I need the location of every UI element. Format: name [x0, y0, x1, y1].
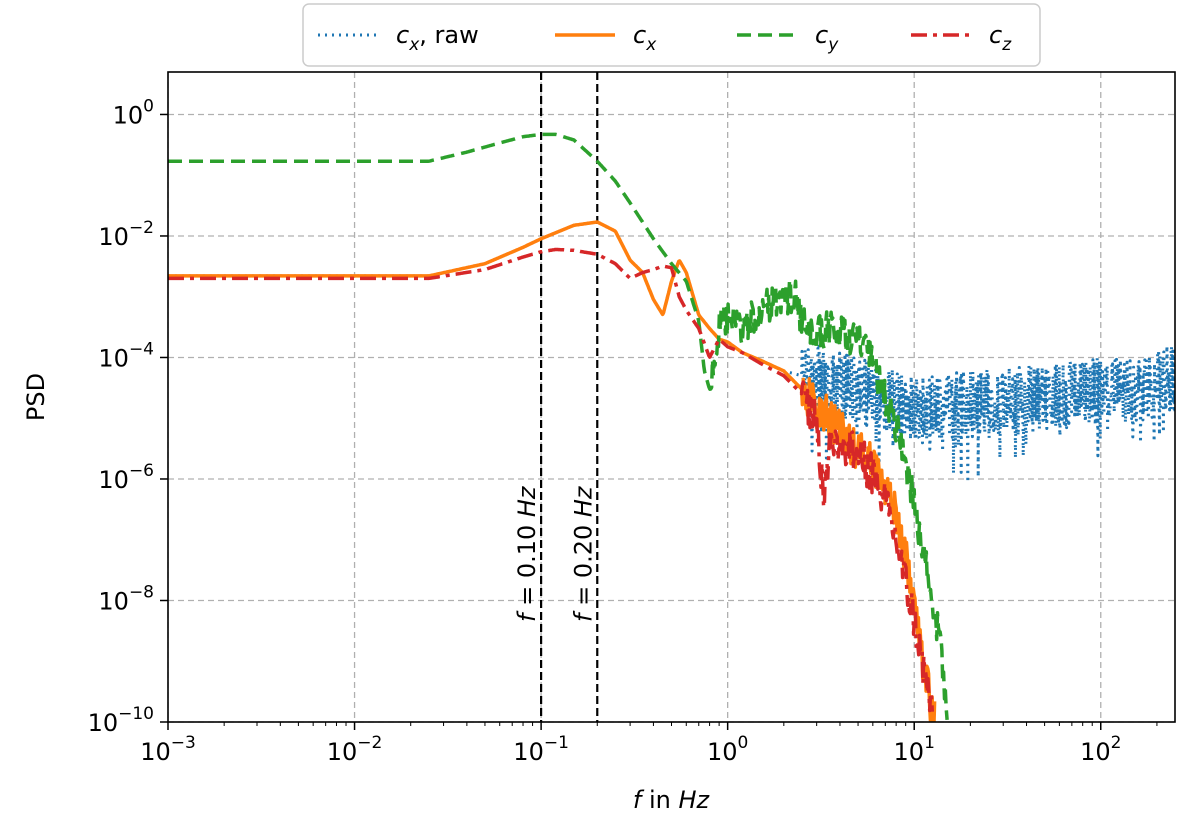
legend-label-cx_raw: cx, raw	[396, 21, 479, 55]
legend-label-cz: cz	[989, 21, 1012, 55]
y-tick-label: 10−2	[98, 218, 154, 251]
vline-label: f = 0.20 Hz	[569, 485, 597, 622]
x-axis-label: f in Hz	[633, 786, 711, 814]
x-tick-label: 101	[894, 733, 935, 766]
series-line-cz	[168, 247, 935, 713]
series-group	[168, 132, 1175, 722]
series-line-cy	[168, 132, 949, 721]
vertical-markers: f = 0.10 Hz f = 0.20 Hz	[513, 72, 599, 722]
axis-ticks: 10−3 10−2 10−1 100 101 102 100 10−2 10−4 10−6 10−8…	[88, 96, 1158, 766]
y-axis-label: PSD	[22, 373, 50, 421]
x-tick-label: 10−3	[140, 733, 196, 766]
x-tick-label: 100	[707, 733, 748, 766]
series-line-cx	[168, 220, 937, 722]
y-tick-label: 100	[113, 96, 154, 129]
legend: cx, raw cx cy cz	[302, 3, 1041, 67]
legend-box	[302, 3, 1041, 67]
y-tick-label: 10−4	[98, 339, 154, 372]
x-tick-label: 10−2	[327, 733, 383, 766]
series-line-cx_raw	[168, 220, 1175, 484]
x-tick-label: 102	[1080, 733, 1121, 766]
y-tick-label: 10−8	[98, 582, 154, 615]
y-tick-label: 10−10	[88, 704, 154, 737]
x-tick-label: 10−1	[513, 733, 569, 766]
vline-label: f = 0.10 Hz	[513, 485, 541, 622]
y-tick-label: 10−6	[98, 461, 154, 494]
legend-label-cy: cy	[815, 21, 839, 55]
legend-label-cx: cx	[633, 21, 657, 55]
